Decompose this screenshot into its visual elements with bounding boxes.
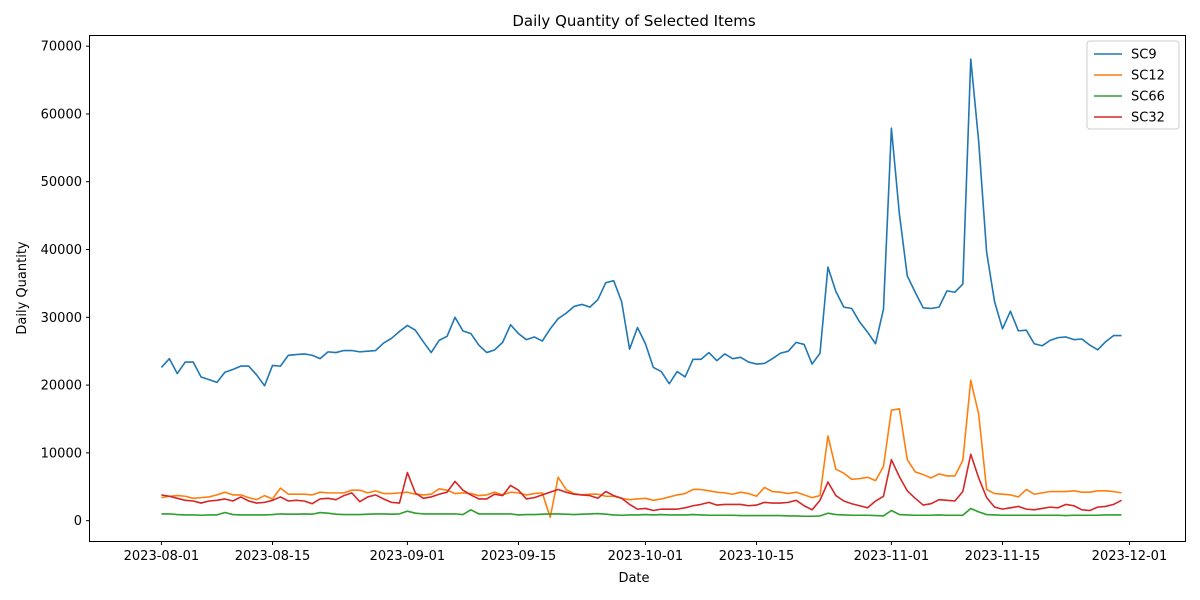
y-tick-label: 40000: [41, 243, 82, 258]
y-tick-label: 0: [74, 514, 82, 529]
x-tick-label: 2023-10-01: [608, 549, 684, 564]
plot-area: 2023-08-01 2023-08-15 2023-09-01 2023-09-15…: [41, 35, 1186, 564]
series-line-sc12: [161, 379, 1122, 519]
x-axis: 2023-08-01 2023-08-15 2023-09-01 2023-09-15…: [124, 541, 1168, 564]
y-tick-label: 10000: [41, 446, 82, 461]
legend-label: SC12: [1131, 69, 1165, 84]
series-lines: [160, 58, 1122, 519]
y-axis-title: Daily Quantity: [15, 241, 30, 335]
x-tick-label: 2023-11-01: [854, 549, 930, 564]
series-line-sc32: [161, 453, 1122, 512]
x-tick-label: 2023-09-01: [370, 549, 446, 564]
x-tick-label: 2023-08-15: [235, 549, 311, 564]
x-tick-label: 2023-11-15: [965, 549, 1041, 564]
legend-label: SC66: [1131, 90, 1165, 105]
y-axis: 0 10000 20000 30000 40000 50000 60000 70000: [41, 40, 90, 529]
x-tick-label: 2023-10-15: [719, 549, 795, 564]
y-tick-label: 20000: [41, 379, 82, 394]
x-axis-title: Date: [618, 571, 649, 586]
chart-title: Daily Quantity of Selected Items: [512, 12, 755, 30]
series-line-sc66: [161, 507, 1122, 518]
legend-label: SC32: [1131, 111, 1165, 126]
plot-frame: [89, 35, 1186, 542]
series-line-sc9: [160, 58, 1122, 387]
x-tick-label: 2023-08-01: [124, 549, 200, 564]
x-tick-label: 2023-12-01: [1092, 549, 1168, 564]
y-tick-label: 70000: [41, 40, 82, 55]
legend: SC9 SC12 SC66 SC32: [1086, 40, 1180, 130]
legend-label: SC9: [1131, 48, 1157, 63]
y-tick-label: 50000: [41, 175, 82, 190]
y-tick-label: 60000: [41, 107, 82, 122]
legend-frame: [1086, 40, 1180, 130]
x-tick-label: 2023-09-15: [481, 549, 557, 564]
y-tick-label: 30000: [41, 311, 82, 326]
